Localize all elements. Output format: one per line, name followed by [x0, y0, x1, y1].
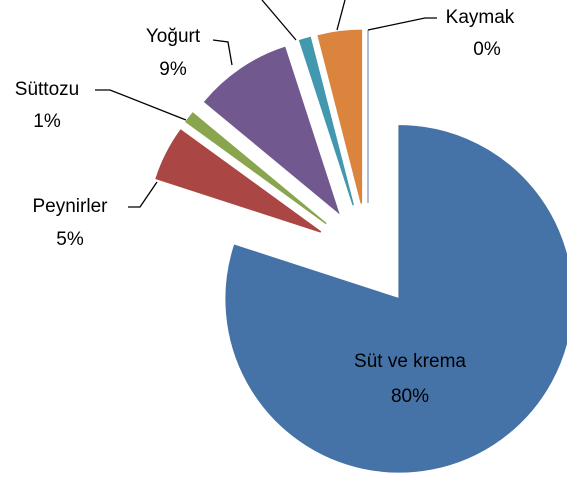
leader-line	[95, 89, 187, 121]
value-label: 0%	[473, 39, 501, 60]
value-label: 1%	[33, 111, 61, 132]
leader-line	[212, 39, 233, 66]
value-label: 9%	[159, 59, 187, 80]
slice	[298, 36, 354, 206]
leader-line	[128, 181, 158, 208]
slice	[185, 112, 327, 225]
value-label: 5%	[56, 229, 84, 250]
value-label: 80%	[391, 386, 429, 407]
category-label: Peynirler	[33, 196, 109, 217]
slice	[203, 46, 340, 215]
pie	[155, 29, 567, 473]
labels: Süt ve krema 80% Peynirler 5% Süttozu 1% Yoğur…	[15, 7, 515, 407]
slice	[317, 29, 363, 204]
leader-line	[367, 17, 437, 31]
category-label: Süttozu	[15, 79, 79, 100]
leader-lines	[95, 0, 437, 208]
category-label: Yoğurt	[146, 26, 201, 47]
slice	[155, 129, 322, 233]
category-label: Süt ve krema	[354, 351, 466, 372]
leader-line	[261, 0, 297, 41]
leader-line	[336, 0, 346, 31]
category-label: Kaymak	[446, 7, 515, 28]
slice	[225, 125, 567, 473]
